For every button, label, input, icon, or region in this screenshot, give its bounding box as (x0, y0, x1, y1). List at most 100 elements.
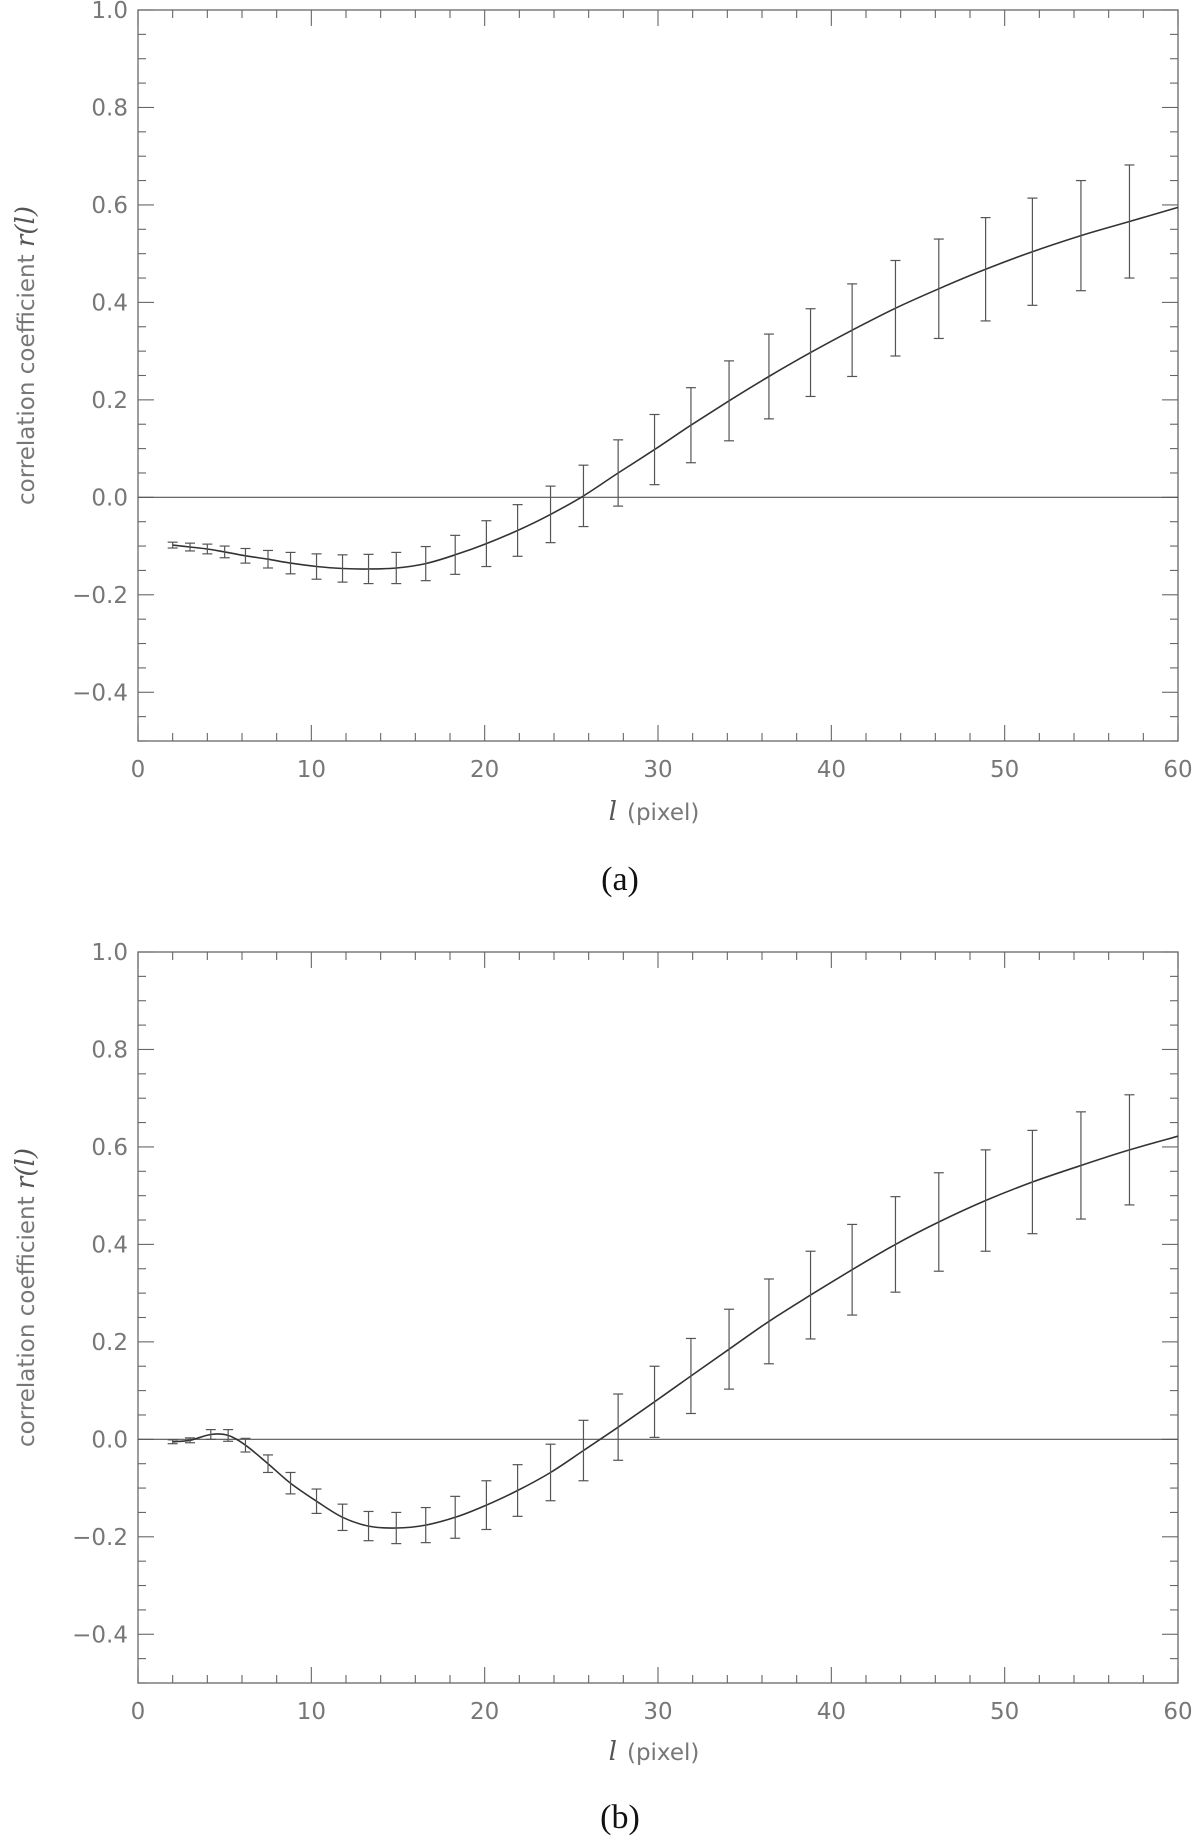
error-bar (240, 1437, 251, 1453)
error-bar (578, 464, 589, 528)
x-tick-label: 60 (1163, 1699, 1192, 1725)
error-bar (685, 387, 696, 464)
plot-frame (137, 951, 1179, 1684)
y-tick-label: 0.2 (91, 1330, 128, 1356)
error-bar (481, 1480, 492, 1531)
error-bar (512, 504, 523, 557)
error-bar (890, 1196, 901, 1293)
error-bar (167, 541, 178, 549)
y-axis-symbol: r(l) (11, 1148, 41, 1189)
error-bar (263, 549, 273, 569)
error-bar (223, 1428, 234, 1442)
error-bar (219, 545, 230, 559)
error-bar (450, 1495, 461, 1539)
x-tick-label: 20 (470, 1699, 499, 1725)
error-bar (185, 542, 195, 552)
error-bar (391, 551, 402, 585)
error-bar (890, 259, 901, 357)
x-tick-label: 60 (1163, 757, 1192, 783)
error-bar (363, 1510, 374, 1542)
correlation-curve (172, 1135, 1179, 1529)
x-axis-symbol: l (609, 797, 617, 827)
error-bar (285, 1471, 296, 1495)
y-axis-text: correlation coefficient (14, 1189, 40, 1447)
chart-panel-a: 0 10 20 30 40 50 60 −0.4 −0.2 0.0 0.2 0.4 0.6 0.8 1.0 l… (11, 0, 1193, 898)
error-bar (545, 1443, 556, 1502)
error-bar (1124, 164, 1135, 279)
y-axis-text: correlation coefficient (14, 247, 40, 505)
x-tick-label: 50 (990, 757, 1019, 783)
x-tick-label: 20 (470, 757, 499, 783)
error-bar (724, 360, 735, 442)
error-bar (450, 534, 461, 575)
error-bar (685, 1337, 696, 1415)
error-bar (205, 1428, 216, 1440)
y-tick-label: 1.0 (91, 940, 128, 966)
y-tick-label: −0.4 (72, 1622, 128, 1648)
error-bar (847, 1223, 858, 1316)
y-tick-label: 0.8 (91, 1037, 128, 1063)
x-axis-label: l (pixel) (609, 1737, 700, 1767)
error-bar (420, 545, 431, 582)
y-tick-label: −0.2 (72, 1525, 128, 1551)
y-axis-symbol: r(l) (11, 206, 41, 247)
x-tick-label: 30 (643, 757, 672, 783)
y-tick-label: −0.2 (72, 583, 128, 609)
error-bar (285, 551, 296, 575)
error-bar (240, 547, 251, 564)
error-bar (980, 217, 991, 322)
correlation-curve (172, 206, 1179, 570)
x-tick-label: 10 (297, 757, 326, 783)
y-tick-label: 0.0 (91, 485, 128, 511)
error-bar (805, 308, 816, 398)
error-bar (980, 1149, 991, 1252)
error-bar (763, 1278, 774, 1365)
error-bar (185, 1437, 195, 1444)
error-bar (1075, 179, 1086, 292)
error-bar (167, 1439, 178, 1445)
error-bar (1075, 1111, 1086, 1220)
error-bar (481, 520, 492, 568)
error-bar (545, 485, 556, 544)
x-tick-label: 0 (131, 1699, 146, 1725)
chart-panel-b: 0 10 20 30 40 50 60 −0.4 −0.2 0.0 0.2 0.4 0.6 0.8 1.0 l… (11, 940, 1193, 1836)
error-bar (202, 543, 213, 555)
error-bar (337, 554, 348, 583)
y-axis-label: correlation coefficient r(l) (11, 1148, 41, 1447)
error-bar (1124, 1094, 1135, 1206)
error-bar (512, 1464, 523, 1517)
y-tick-label: 0.6 (91, 1135, 128, 1161)
panel-caption: (b) (600, 1799, 640, 1836)
error-bar (763, 333, 774, 420)
y-tick-label: 0.8 (91, 95, 128, 121)
error-bar (337, 1503, 348, 1532)
error-bar (420, 1506, 431, 1544)
y-tick-label: 0.2 (91, 388, 128, 414)
y-tick-label: 0.6 (91, 193, 128, 219)
x-tick-label: 0 (131, 757, 146, 783)
error-bar (724, 1308, 735, 1390)
error-bar (649, 413, 660, 486)
y-axis-label: correlation coefficient r(l) (11, 206, 41, 505)
error-bar (578, 1419, 589, 1482)
x-tick-label: 10 (297, 1699, 326, 1725)
x-axis-unit: (pixel) (627, 800, 699, 826)
error-bar (1027, 197, 1038, 306)
x-tick-label: 40 (817, 1699, 846, 1725)
x-axis-label: l (pixel) (609, 797, 700, 827)
error-bar (311, 1488, 322, 1515)
y-tick-label: −0.4 (72, 680, 128, 706)
x-tick-label: 50 (990, 1699, 1019, 1725)
panel-caption: (a) (601, 861, 639, 898)
error-bar (263, 1454, 273, 1474)
error-bar (933, 238, 944, 340)
y-tick-label: 0.4 (91, 290, 128, 316)
error-bar (613, 1393, 624, 1461)
error-bar (391, 1511, 402, 1545)
x-axis-symbol: l (609, 1737, 617, 1767)
error-bar (847, 283, 858, 378)
error-bar (805, 1250, 816, 1340)
error-bar (363, 553, 374, 585)
y-tick-label: 0.4 (91, 1232, 128, 1258)
